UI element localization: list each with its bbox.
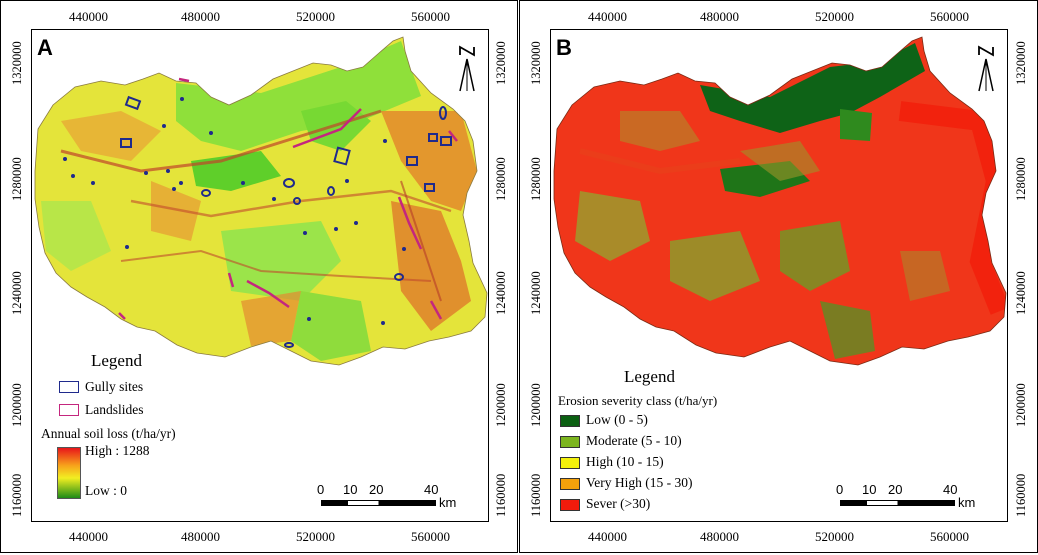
x-tick-top: 480000 bbox=[181, 9, 220, 24]
x-tick-top: 480000 bbox=[700, 9, 739, 24]
scale-label: 10 bbox=[343, 482, 358, 497]
class-label-high: High (10 - 15) bbox=[586, 454, 664, 469]
class-swatch-high bbox=[560, 457, 580, 469]
panel-letter-a: A bbox=[37, 35, 53, 60]
x-tick-bottom: 480000 bbox=[181, 529, 220, 544]
x-tick-bottom: 480000 bbox=[700, 529, 739, 544]
north-arrow-icon bbox=[978, 45, 994, 92]
panel-a: 440000 480000 520000 560000 440000 48000… bbox=[0, 0, 518, 553]
class-swatch-very-high bbox=[560, 478, 580, 490]
class-title: Erosion severity class (t/ha/yr) bbox=[558, 393, 718, 408]
scale-label: 20 bbox=[888, 482, 903, 497]
class-label-sever: Sever (>30) bbox=[586, 496, 651, 511]
scale-label: 0 bbox=[836, 482, 844, 497]
north-arrow-icon bbox=[459, 45, 475, 92]
scale-label: 10 bbox=[862, 482, 877, 497]
x-tick-bottom: 440000 bbox=[588, 529, 627, 544]
landslide-swatch bbox=[59, 404, 79, 416]
legend-title-a: Legend bbox=[91, 351, 142, 370]
panel-b: 440000 480000 520000 560000 440000 48000… bbox=[519, 0, 1038, 553]
legend-title-b: Legend bbox=[624, 367, 675, 386]
scale-label: 0 bbox=[317, 482, 325, 497]
scale-bar bbox=[321, 500, 436, 506]
scale-bar bbox=[840, 500, 955, 506]
class-swatch-sever bbox=[560, 499, 580, 511]
x-tick-top: 520000 bbox=[296, 9, 335, 24]
erosion-severity-map bbox=[553, 36, 1007, 366]
class-label-low: Low (0 - 5) bbox=[586, 412, 648, 427]
scale-unit: km bbox=[958, 495, 976, 510]
landslide-label: Landslides bbox=[85, 402, 144, 417]
x-tick-bottom: 560000 bbox=[930, 529, 969, 544]
gully-swatch bbox=[59, 381, 79, 393]
ramp-high-label: High : 1288 bbox=[85, 443, 150, 458]
panel-letter-b: B bbox=[556, 35, 572, 60]
class-label-very-high: Very High (15 - 30) bbox=[586, 475, 693, 490]
class-swatch-low bbox=[560, 415, 580, 427]
x-tick-top: 440000 bbox=[69, 9, 108, 24]
scale-unit: km bbox=[439, 495, 457, 510]
map-frame-a bbox=[31, 29, 489, 522]
class-swatch-moderate bbox=[560, 436, 580, 448]
ramp-title: Annual soil loss (t/ha/yr) bbox=[41, 426, 176, 441]
scale-label: 40 bbox=[943, 482, 958, 497]
x-tick-bottom: 520000 bbox=[815, 529, 854, 544]
x-tick-top: 520000 bbox=[815, 9, 854, 24]
map-frame-b bbox=[550, 29, 1008, 522]
soil-loss-map bbox=[34, 36, 488, 366]
x-tick-top: 440000 bbox=[588, 9, 627, 24]
gully-label: Gully sites bbox=[85, 379, 144, 394]
ramp-low-label: Low : 0 bbox=[85, 483, 127, 498]
x-tick-top: 560000 bbox=[930, 9, 969, 24]
scale-label: 40 bbox=[424, 482, 439, 497]
scale-label: 20 bbox=[369, 482, 384, 497]
x-tick-bottom: 560000 bbox=[411, 529, 450, 544]
soil-loss-color-ramp bbox=[57, 447, 81, 499]
x-tick-top: 560000 bbox=[411, 9, 450, 24]
class-label-moderate: Moderate (5 - 10) bbox=[586, 433, 682, 448]
x-tick-bottom: 520000 bbox=[296, 529, 335, 544]
x-tick-bottom: 440000 bbox=[69, 529, 108, 544]
